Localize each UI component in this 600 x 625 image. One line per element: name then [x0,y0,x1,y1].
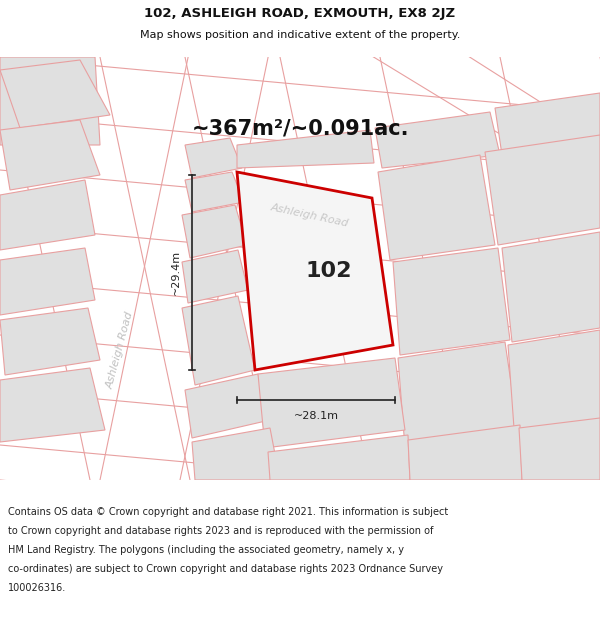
Polygon shape [0,368,105,442]
Polygon shape [375,112,500,168]
Text: ~29.4m: ~29.4m [171,250,181,295]
Polygon shape [192,428,280,480]
Polygon shape [408,425,522,480]
Polygon shape [182,250,248,303]
Polygon shape [0,60,110,128]
Polygon shape [280,0,600,195]
Polygon shape [519,418,600,480]
Text: HM Land Registry. The polygons (including the associated geometry, namely x, y: HM Land Registry. The polygons (includin… [8,545,404,555]
Text: 102: 102 [306,261,353,281]
Text: Map shows position and indicative extent of the property.: Map shows position and indicative extent… [140,30,460,40]
Polygon shape [237,130,374,168]
Polygon shape [0,248,95,315]
Polygon shape [508,330,600,442]
Text: Ashleigh Road: Ashleigh Road [270,202,350,228]
Bar [0,0,600,57]
Text: ~28.1m: ~28.1m [293,411,338,421]
Polygon shape [398,342,518,448]
Polygon shape [185,374,270,438]
Polygon shape [0,120,100,190]
Polygon shape [0,57,100,145]
Polygon shape [258,358,405,448]
Polygon shape [268,435,410,480]
Text: co-ordinates) are subject to Crown copyright and database rights 2023 Ordnance S: co-ordinates) are subject to Crown copyr… [8,564,443,574]
Text: Ashleigh Road: Ashleigh Road [105,310,135,390]
Text: 100026316.: 100026316. [8,583,66,593]
Polygon shape [378,155,495,260]
Polygon shape [502,232,600,342]
Polygon shape [485,135,600,245]
Polygon shape [0,180,95,250]
Text: Contains OS data © Crown copyright and database right 2021. This information is : Contains OS data © Crown copyright and d… [8,507,448,517]
Polygon shape [0,308,100,375]
Bar [0,480,600,625]
Polygon shape [393,248,510,355]
Polygon shape [185,172,244,212]
Polygon shape [182,296,255,385]
Text: to Crown copyright and database rights 2023 and is reproduced with the permissio: to Crown copyright and database rights 2… [8,526,433,536]
Polygon shape [185,138,242,178]
Text: ~367m²/~0.091ac.: ~367m²/~0.091ac. [191,118,409,138]
Text: 102, ASHLEIGH ROAD, EXMOUTH, EX8 2JZ: 102, ASHLEIGH ROAD, EXMOUTH, EX8 2JZ [145,8,455,21]
Polygon shape [182,205,247,258]
Polygon shape [495,93,600,155]
Polygon shape [237,172,393,370]
Polygon shape [100,0,280,480]
